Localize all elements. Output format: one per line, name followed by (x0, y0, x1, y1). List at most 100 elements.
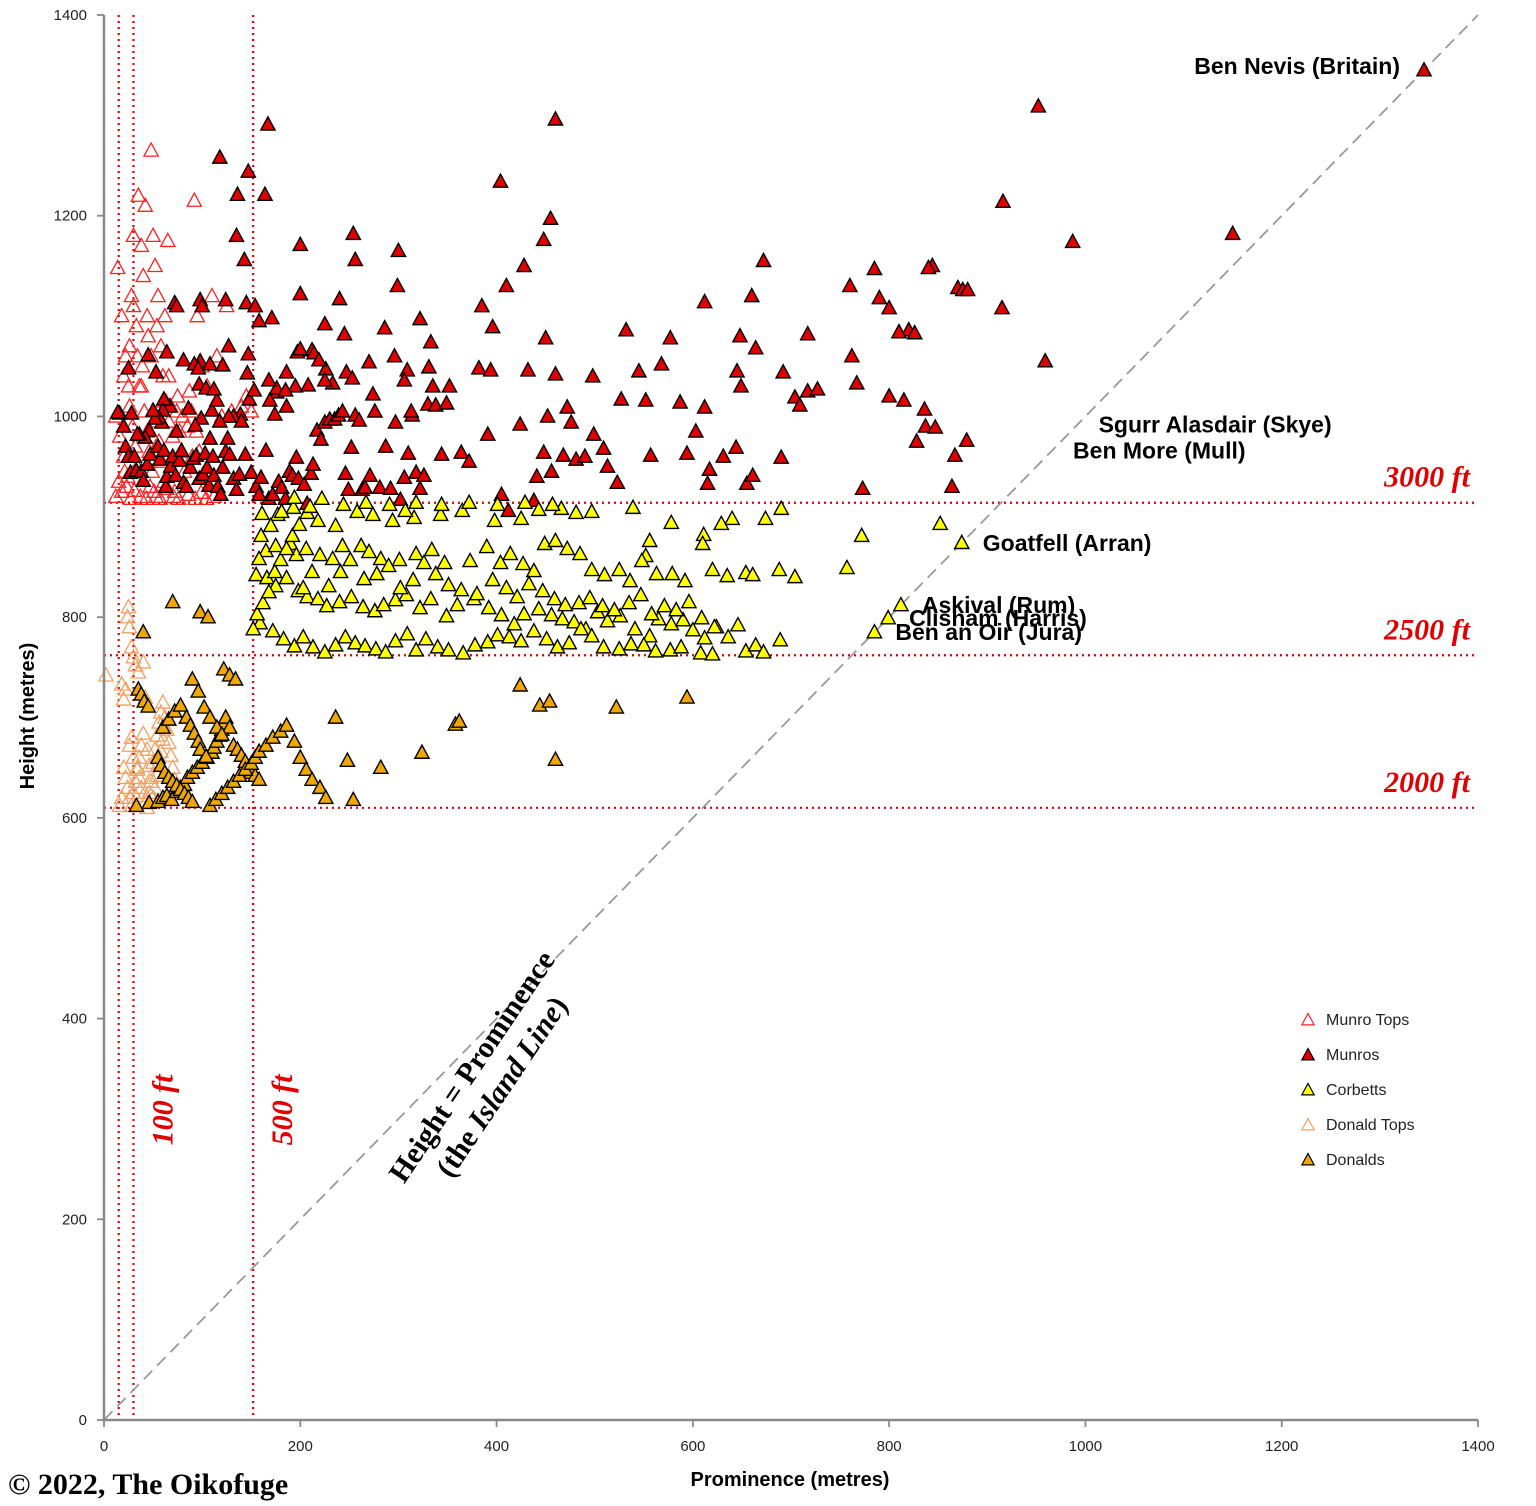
x-tick-label: 800 (877, 1438, 902, 1455)
munro-tops-point (117, 347, 134, 363)
munro-tops-point (128, 317, 145, 333)
munros-point (452, 443, 470, 459)
corbetts-point (599, 612, 616, 628)
donalds-point (608, 698, 625, 714)
corbetts-point (254, 594, 272, 610)
munro-tops-point (174, 407, 191, 423)
corbetts-point (838, 559, 856, 575)
munros-point (120, 359, 137, 375)
munros-point (146, 409, 164, 425)
munros-point (205, 466, 223, 482)
corbetts-point (436, 553, 453, 570)
munros-point (173, 441, 190, 457)
y-tick-label: 400 (62, 1011, 87, 1028)
corbetts-point (429, 638, 446, 654)
munros-point (482, 361, 499, 377)
corbetts-point (273, 502, 290, 519)
munros-point (141, 445, 159, 461)
munros-point (908, 432, 925, 448)
corbetts-point (544, 495, 561, 512)
corbetts-point (278, 569, 295, 585)
corbetts-point (643, 605, 660, 621)
munros-point (755, 251, 772, 268)
corbetts-point (571, 544, 589, 561)
munros-point (696, 293, 713, 309)
corbetts-point (267, 536, 285, 553)
munros-point (228, 226, 245, 243)
munros-point (386, 347, 403, 363)
munros-point (943, 477, 961, 494)
reference-lines (104, 15, 1478, 1420)
munros-point (895, 391, 913, 407)
corbetts-point (364, 505, 382, 522)
munros-point (239, 162, 257, 178)
donald-tops-point (160, 733, 177, 749)
munros-point (343, 438, 360, 454)
munro-tops-point (122, 489, 139, 505)
donalds-point (547, 750, 564, 766)
corbetts-point (583, 561, 601, 577)
island-line-diagonal (103, 14, 1479, 1421)
corbetts-point (667, 601, 685, 617)
munros-point (562, 413, 580, 429)
munro-tops-point (123, 287, 140, 303)
munros-point (484, 318, 501, 334)
corbetts-point (596, 566, 613, 582)
corbetts-point (672, 638, 690, 654)
munros-point (714, 447, 732, 463)
corbetts-point (294, 579, 312, 595)
munros-point (228, 480, 245, 497)
munros-point (304, 455, 322, 471)
corbetts-point (298, 588, 316, 604)
corbetts-point (546, 590, 563, 606)
munros-point (799, 325, 816, 341)
munros-point (422, 333, 440, 349)
munros-point (920, 258, 937, 275)
corbetts-point (560, 634, 578, 650)
munros-point (542, 209, 559, 226)
donald-tops-point (135, 724, 152, 740)
munros-point (387, 413, 404, 429)
corbetts-point (771, 631, 789, 647)
munros-point (109, 403, 127, 419)
munros-point (441, 377, 458, 393)
corbetts-point (368, 565, 386, 581)
legend-marker-munros (1300, 1047, 1316, 1061)
corbetts-point (253, 504, 271, 521)
corbetts-point (606, 601, 623, 617)
munro-tops-point (130, 186, 147, 202)
corbetts-point (525, 622, 543, 638)
corbetts-point (346, 634, 364, 650)
munros-point (371, 478, 389, 495)
corbetts-point (318, 597, 336, 613)
munro-tops-point (139, 327, 157, 343)
corbetts-point (656, 597, 673, 613)
corbetts-point (744, 566, 762, 582)
corbetts-point (663, 565, 681, 581)
donald-tops-point (113, 788, 130, 805)
munros-point (157, 477, 175, 494)
munros-point (138, 455, 156, 471)
corbetts-point (404, 571, 422, 587)
donalds-point (172, 696, 189, 712)
corbetts-point (417, 630, 435, 646)
corbetts-point (411, 599, 429, 615)
munros-point (168, 422, 185, 438)
munros-point (399, 444, 417, 460)
munro-tops-point (126, 481, 143, 497)
legend-label-donald-tops: Donald Tops (1326, 1117, 1415, 1134)
corbetts-point (252, 526, 270, 543)
munros-point (392, 490, 409, 507)
munros-point (470, 359, 488, 375)
corbetts-point (620, 594, 638, 610)
munros-point (377, 437, 394, 453)
munro-tops-point (148, 317, 166, 333)
munros-point (211, 148, 229, 164)
munros-point (291, 340, 309, 356)
corbetts-point (512, 632, 530, 648)
corbetts-point (284, 526, 301, 543)
munros-point (287, 377, 304, 393)
munros-point (382, 479, 399, 496)
donalds-point (372, 758, 390, 775)
